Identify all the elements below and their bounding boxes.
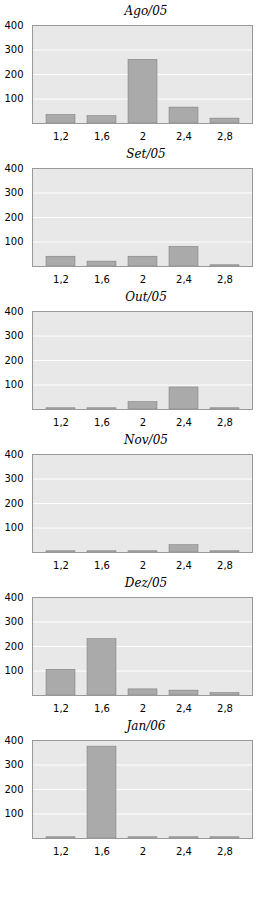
svg-text:200: 200 [4, 69, 23, 80]
svg-text:2,4: 2,4 [176, 417, 192, 428]
svg-text:1,6: 1,6 [94, 846, 110, 857]
svg-text:100: 100 [4, 808, 23, 819]
svg-text:400: 400 [4, 163, 23, 174]
svg-text:1,2: 1,2 [53, 846, 69, 857]
svg-text:1,2: 1,2 [53, 274, 69, 285]
svg-text:200: 200 [4, 212, 23, 223]
svg-text:2: 2 [140, 417, 146, 428]
svg-text:2,8: 2,8 [217, 417, 233, 428]
html-text:Out/05: Out/05 [125, 290, 167, 304]
svg-text:2,4: 2,4 [176, 274, 192, 285]
svg-text:2: 2 [140, 846, 146, 857]
svg-text:2,8: 2,8 [217, 703, 233, 714]
svg-text:1,6: 1,6 [94, 274, 110, 285]
svg-text:300: 300 [4, 616, 23, 627]
svg-text:2: 2 [140, 274, 146, 285]
svg-text:200: 200 [4, 784, 23, 795]
svg-text:100: 100 [4, 522, 23, 533]
svg-text:1,2: 1,2 [53, 417, 69, 428]
svg-text:1,2: 1,2 [53, 131, 69, 142]
svg-text:300: 300 [4, 44, 23, 55]
svg-text:1,2: 1,2 [53, 560, 69, 571]
svg-text:2,4: 2,4 [176, 846, 192, 857]
svg-text:400: 400 [4, 735, 23, 746]
svg-text:300: 300 [4, 187, 23, 198]
svg-text:2,8: 2,8 [217, 274, 233, 285]
svg-text:2,4: 2,4 [176, 703, 192, 714]
svg-text:2,8: 2,8 [217, 131, 233, 142]
svg-text:2,4: 2,4 [176, 131, 192, 142]
svg-text:100: 100 [4, 379, 23, 390]
svg-text:400: 400 [4, 306, 23, 317]
svg-text:100: 100 [4, 665, 23, 676]
svg-text:2: 2 [140, 131, 146, 142]
svg-text:100: 100 [4, 236, 23, 247]
html-text:Dez/05: Dez/05 [124, 576, 168, 590]
svg-text:100: 100 [4, 93, 23, 104]
svg-text:1,6: 1,6 [94, 417, 110, 428]
html-text:Jan/06: Jan/06 [126, 719, 166, 733]
html-text:Ago/05: Ago/05 [124, 4, 168, 18]
svg-text:400: 400 [4, 592, 23, 603]
svg-text:2,8: 2,8 [217, 560, 233, 571]
svg-text:1,2: 1,2 [53, 703, 69, 714]
svg-text:400: 400 [4, 20, 23, 31]
html-text:Set/05: Set/05 [126, 147, 166, 161]
svg-text:300: 300 [4, 473, 23, 484]
svg-text:2: 2 [140, 560, 146, 571]
svg-text:400: 400 [4, 449, 23, 460]
svg-text:200: 200 [4, 641, 23, 652]
svg-text:1,6: 1,6 [94, 560, 110, 571]
svg-text:300: 300 [4, 759, 23, 770]
svg-text:1,6: 1,6 [94, 703, 110, 714]
svg-text:300: 300 [4, 330, 23, 341]
svg-text:200: 200 [4, 498, 23, 509]
svg-text:2: 2 [140, 703, 146, 714]
svg-text:200: 200 [4, 355, 23, 366]
html-text:Nov/05: Nov/05 [124, 433, 168, 447]
svg-text:2,8: 2,8 [217, 846, 233, 857]
svg-text:2,4: 2,4 [176, 560, 192, 571]
svg-text:1,6: 1,6 [94, 131, 110, 142]
